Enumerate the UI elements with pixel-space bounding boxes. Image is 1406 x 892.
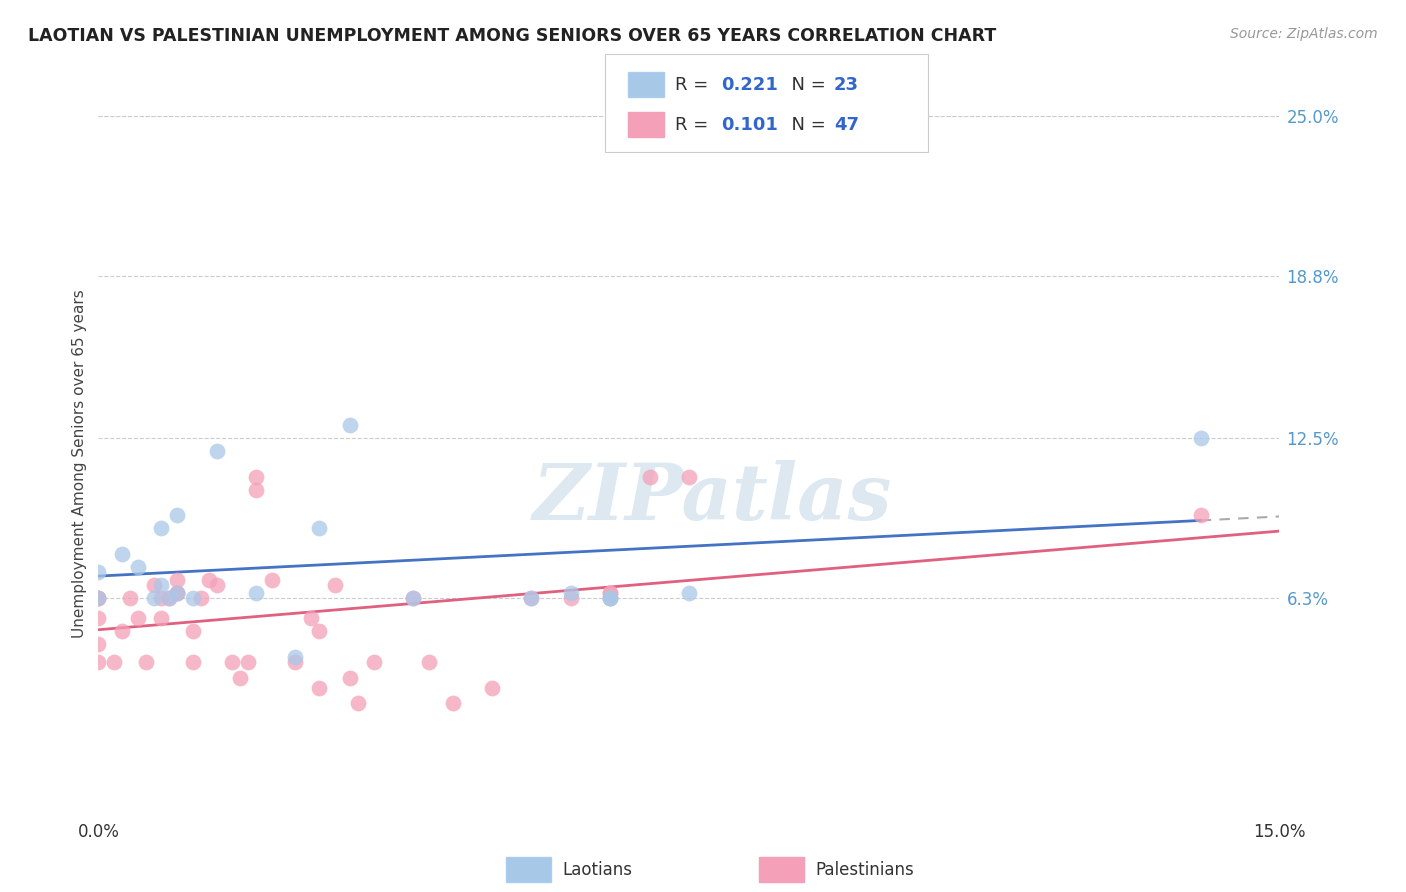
Point <box>599 585 621 599</box>
Point <box>441 697 464 711</box>
Point <box>1189 508 1212 523</box>
Text: 23: 23 <box>834 76 859 94</box>
Point <box>402 591 425 605</box>
Point <box>339 671 361 685</box>
Point <box>150 591 173 605</box>
Point <box>87 591 110 605</box>
Text: 0.101: 0.101 <box>721 116 778 134</box>
Point <box>111 624 134 639</box>
Point <box>87 655 110 669</box>
Point <box>560 591 582 605</box>
Point <box>638 469 661 483</box>
Point <box>87 611 110 625</box>
Point <box>481 681 503 695</box>
Point <box>678 585 700 599</box>
Point <box>127 560 149 574</box>
Point <box>87 637 110 651</box>
Point <box>118 591 141 605</box>
Point <box>323 578 346 592</box>
Point <box>678 469 700 483</box>
Point <box>157 591 180 605</box>
Point <box>205 444 228 458</box>
Y-axis label: Unemployment Among Seniors over 65 years: Unemployment Among Seniors over 65 years <box>72 290 87 638</box>
Point <box>229 671 252 685</box>
Point <box>245 585 267 599</box>
Point <box>284 655 307 669</box>
Text: ZIPatlas: ZIPatlas <box>533 460 893 537</box>
Text: R =: R = <box>675 76 714 94</box>
Point <box>308 681 330 695</box>
Point <box>127 611 149 625</box>
Point <box>599 591 621 605</box>
Point <box>245 483 267 497</box>
Point <box>181 655 204 669</box>
Point <box>339 418 361 433</box>
Point <box>197 573 219 587</box>
Point <box>157 591 180 605</box>
Point <box>166 585 188 599</box>
Point <box>1189 431 1212 445</box>
Point <box>181 591 204 605</box>
Point <box>111 547 134 561</box>
Point <box>166 585 188 599</box>
Point <box>245 469 267 483</box>
Text: R =: R = <box>675 116 714 134</box>
Text: Laotians: Laotians <box>562 861 633 879</box>
Point <box>347 697 370 711</box>
Point <box>181 624 204 639</box>
Text: 0.221: 0.221 <box>721 76 778 94</box>
Text: Palestinians: Palestinians <box>815 861 914 879</box>
Point <box>299 611 322 625</box>
Point <box>520 591 543 605</box>
Point <box>103 655 125 669</box>
Text: N =: N = <box>780 116 832 134</box>
Point <box>87 565 110 579</box>
Point <box>205 578 228 592</box>
Point <box>150 521 173 535</box>
Point <box>308 521 330 535</box>
Point <box>166 585 188 599</box>
Text: LAOTIAN VS PALESTINIAN UNEMPLOYMENT AMONG SENIORS OVER 65 YEARS CORRELATION CHAR: LAOTIAN VS PALESTINIAN UNEMPLOYMENT AMON… <box>28 27 997 45</box>
Point <box>284 650 307 665</box>
Text: 47: 47 <box>834 116 859 134</box>
Point <box>142 591 165 605</box>
Point <box>135 655 157 669</box>
Point <box>560 585 582 599</box>
Point <box>166 508 188 523</box>
Text: Source: ZipAtlas.com: Source: ZipAtlas.com <box>1230 27 1378 41</box>
Point <box>260 573 283 587</box>
Point <box>221 655 243 669</box>
Point <box>236 655 259 669</box>
Point <box>402 591 425 605</box>
Point <box>87 591 110 605</box>
Text: N =: N = <box>780 76 832 94</box>
Point <box>599 591 621 605</box>
Point <box>308 624 330 639</box>
Point <box>142 578 165 592</box>
Point <box>418 655 440 669</box>
Point <box>599 585 621 599</box>
Point <box>150 611 173 625</box>
Point <box>150 578 173 592</box>
Point <box>363 655 385 669</box>
Point <box>166 573 188 587</box>
Point <box>520 591 543 605</box>
Point <box>87 591 110 605</box>
Point <box>190 591 212 605</box>
Point <box>599 591 621 605</box>
